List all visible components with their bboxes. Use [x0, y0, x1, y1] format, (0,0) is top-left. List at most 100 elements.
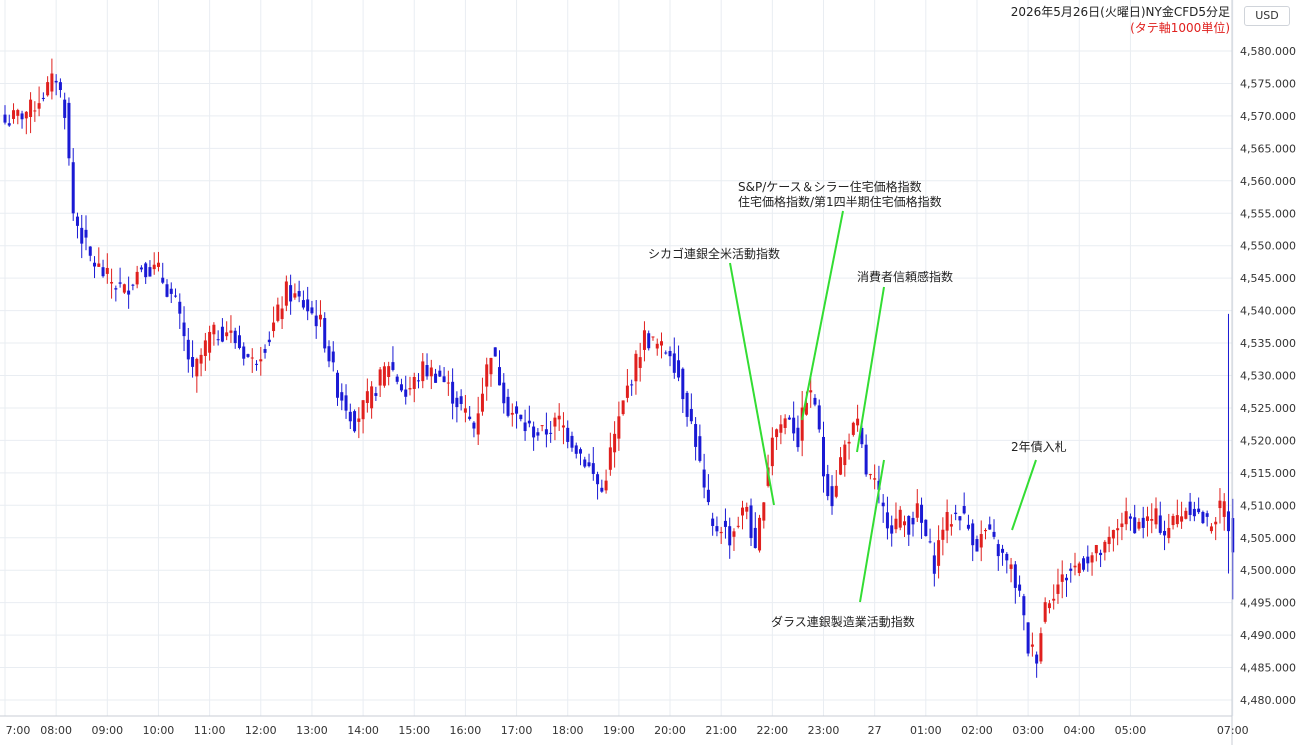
candle [1086, 545, 1090, 572]
candle-body [250, 357, 254, 359]
candle [796, 415, 800, 452]
candle [672, 337, 676, 379]
candle-body [1022, 596, 1026, 616]
candle [596, 471, 600, 500]
price-tick-label: 4,515.000 [1240, 467, 1296, 480]
candle-body [75, 216, 79, 226]
candle [506, 388, 510, 418]
candle-body [1052, 598, 1056, 601]
candle [1013, 561, 1017, 604]
candle [1009, 557, 1013, 583]
candle-body [365, 391, 369, 403]
candle [152, 252, 156, 275]
candle [668, 346, 672, 367]
candle [1137, 518, 1141, 531]
candle [621, 400, 625, 416]
candle [540, 425, 544, 432]
candle-body [1188, 501, 1192, 515]
candle-body [502, 382, 506, 404]
candle [387, 361, 391, 386]
candle [971, 519, 975, 562]
candle-body [122, 284, 126, 293]
candle [340, 383, 344, 411]
candle [182, 306, 186, 352]
candle [459, 389, 463, 411]
candle-body [958, 516, 962, 521]
candle [864, 434, 868, 477]
annotation-2y-auction: 2年債入札 [1011, 440, 1067, 455]
candle [493, 347, 497, 357]
candle [694, 417, 698, 461]
candle [353, 409, 357, 433]
candle [29, 92, 33, 134]
price-tick-label: 4,555.000 [1240, 207, 1296, 220]
annotation-leader-line [859, 459, 885, 603]
time-tick-label: 22:00 [756, 724, 788, 737]
candle-body [152, 264, 156, 270]
candle-body [323, 318, 327, 349]
candle [915, 489, 919, 523]
candle-body [1141, 517, 1145, 528]
candle-body [361, 400, 365, 420]
candle-body [41, 97, 45, 99]
candle [1107, 526, 1111, 553]
candle-body [1039, 633, 1043, 662]
candle [468, 406, 472, 421]
candle-body [1094, 545, 1098, 554]
price-tick-label: 4,560.000 [1240, 175, 1296, 188]
candle [310, 300, 314, 315]
candle-body [46, 82, 50, 96]
candle [169, 282, 173, 304]
candle-body [608, 447, 612, 470]
candle-body [156, 262, 160, 267]
candle [161, 262, 165, 285]
candle-body [114, 288, 118, 290]
candle [442, 367, 446, 383]
candle [885, 496, 889, 540]
candle [549, 420, 553, 443]
candle [843, 440, 847, 477]
candle [216, 330, 220, 346]
candle [344, 384, 348, 419]
candle [851, 421, 855, 437]
candle-body [1090, 555, 1094, 563]
candle [698, 424, 702, 463]
candle [485, 357, 489, 401]
candle [306, 286, 310, 321]
candle-body [16, 110, 20, 116]
time-tick-label: 16:00 [450, 724, 482, 737]
candle [1052, 584, 1056, 610]
candle [749, 498, 753, 546]
candle [706, 474, 710, 506]
candle [1188, 492, 1192, 522]
annotation-leader-line [856, 286, 885, 453]
annotation-case-shiller-line2: 住宅価格指数/第1四半期住宅価格指数 [738, 195, 942, 209]
candle [1197, 497, 1201, 515]
candle [237, 325, 241, 350]
annotation-2y-auction-text: 2年債入札 [1011, 440, 1067, 454]
candle-body [353, 411, 357, 432]
annotation-case-shiller: S&P/ケース＆シラー住宅価格指数 住宅価格指数/第1四半期住宅価格指数 [738, 180, 942, 210]
currency-badge[interactable]: USD [1244, 6, 1290, 26]
candle [58, 78, 62, 98]
candle-body [510, 412, 514, 415]
candle [966, 514, 970, 531]
candle [242, 342, 246, 366]
candle-body [1192, 508, 1196, 517]
candle-body [1086, 556, 1090, 564]
candle [651, 336, 655, 341]
candle-body [24, 111, 28, 119]
candle [1222, 493, 1226, 531]
candle [574, 442, 578, 459]
candle [523, 409, 527, 441]
time-tick-label: 14:00 [347, 724, 379, 737]
candle-body [1175, 515, 1179, 525]
candle [553, 412, 557, 441]
candle-body [740, 507, 744, 516]
candle [881, 494, 885, 523]
candle-body [127, 290, 131, 295]
candle-body [289, 285, 293, 302]
price-tick-label: 4,570.000 [1240, 110, 1296, 123]
candle [144, 261, 148, 284]
candle [1090, 552, 1094, 576]
